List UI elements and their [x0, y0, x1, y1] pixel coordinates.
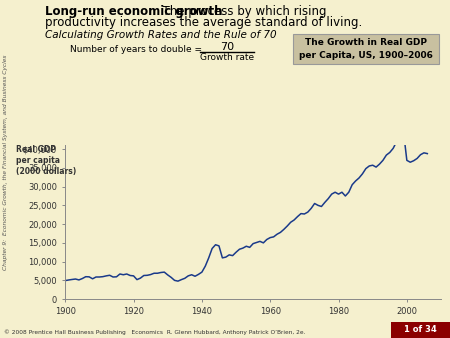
Text: 1 of 34: 1 of 34 — [404, 325, 436, 334]
Text: Number of years to double =: Number of years to double = — [70, 45, 205, 54]
Text: Real GDP: Real GDP — [16, 145, 56, 154]
Text: Growth rate: Growth rate — [200, 53, 254, 63]
Text: © 2008 Prentice Hall Business Publishing   Economics  R. Glenn Hubbard, Anthony : © 2008 Prentice Hall Business Publishing… — [4, 330, 306, 335]
Text: Chapter 9:  Economic Growth, the Financial System, and Business Cycles: Chapter 9: Economic Growth, the Financia… — [3, 54, 8, 270]
Text: per capita: per capita — [16, 156, 60, 165]
Text: Long-run economic growth: Long-run economic growth — [45, 5, 222, 18]
Text: productivity increases the average standard of living.: productivity increases the average stand… — [45, 16, 362, 29]
Text: Calculating Growth Rates and the Rule of 70: Calculating Growth Rates and the Rule of… — [45, 30, 277, 41]
Text: The Growth in Real GDP
per Capita, US, 1900–2006: The Growth in Real GDP per Capita, US, 1… — [299, 38, 432, 60]
Text: The process by which rising: The process by which rising — [155, 5, 327, 18]
Text: 70: 70 — [220, 42, 234, 52]
Text: (2000 dollars): (2000 dollars) — [16, 167, 76, 176]
